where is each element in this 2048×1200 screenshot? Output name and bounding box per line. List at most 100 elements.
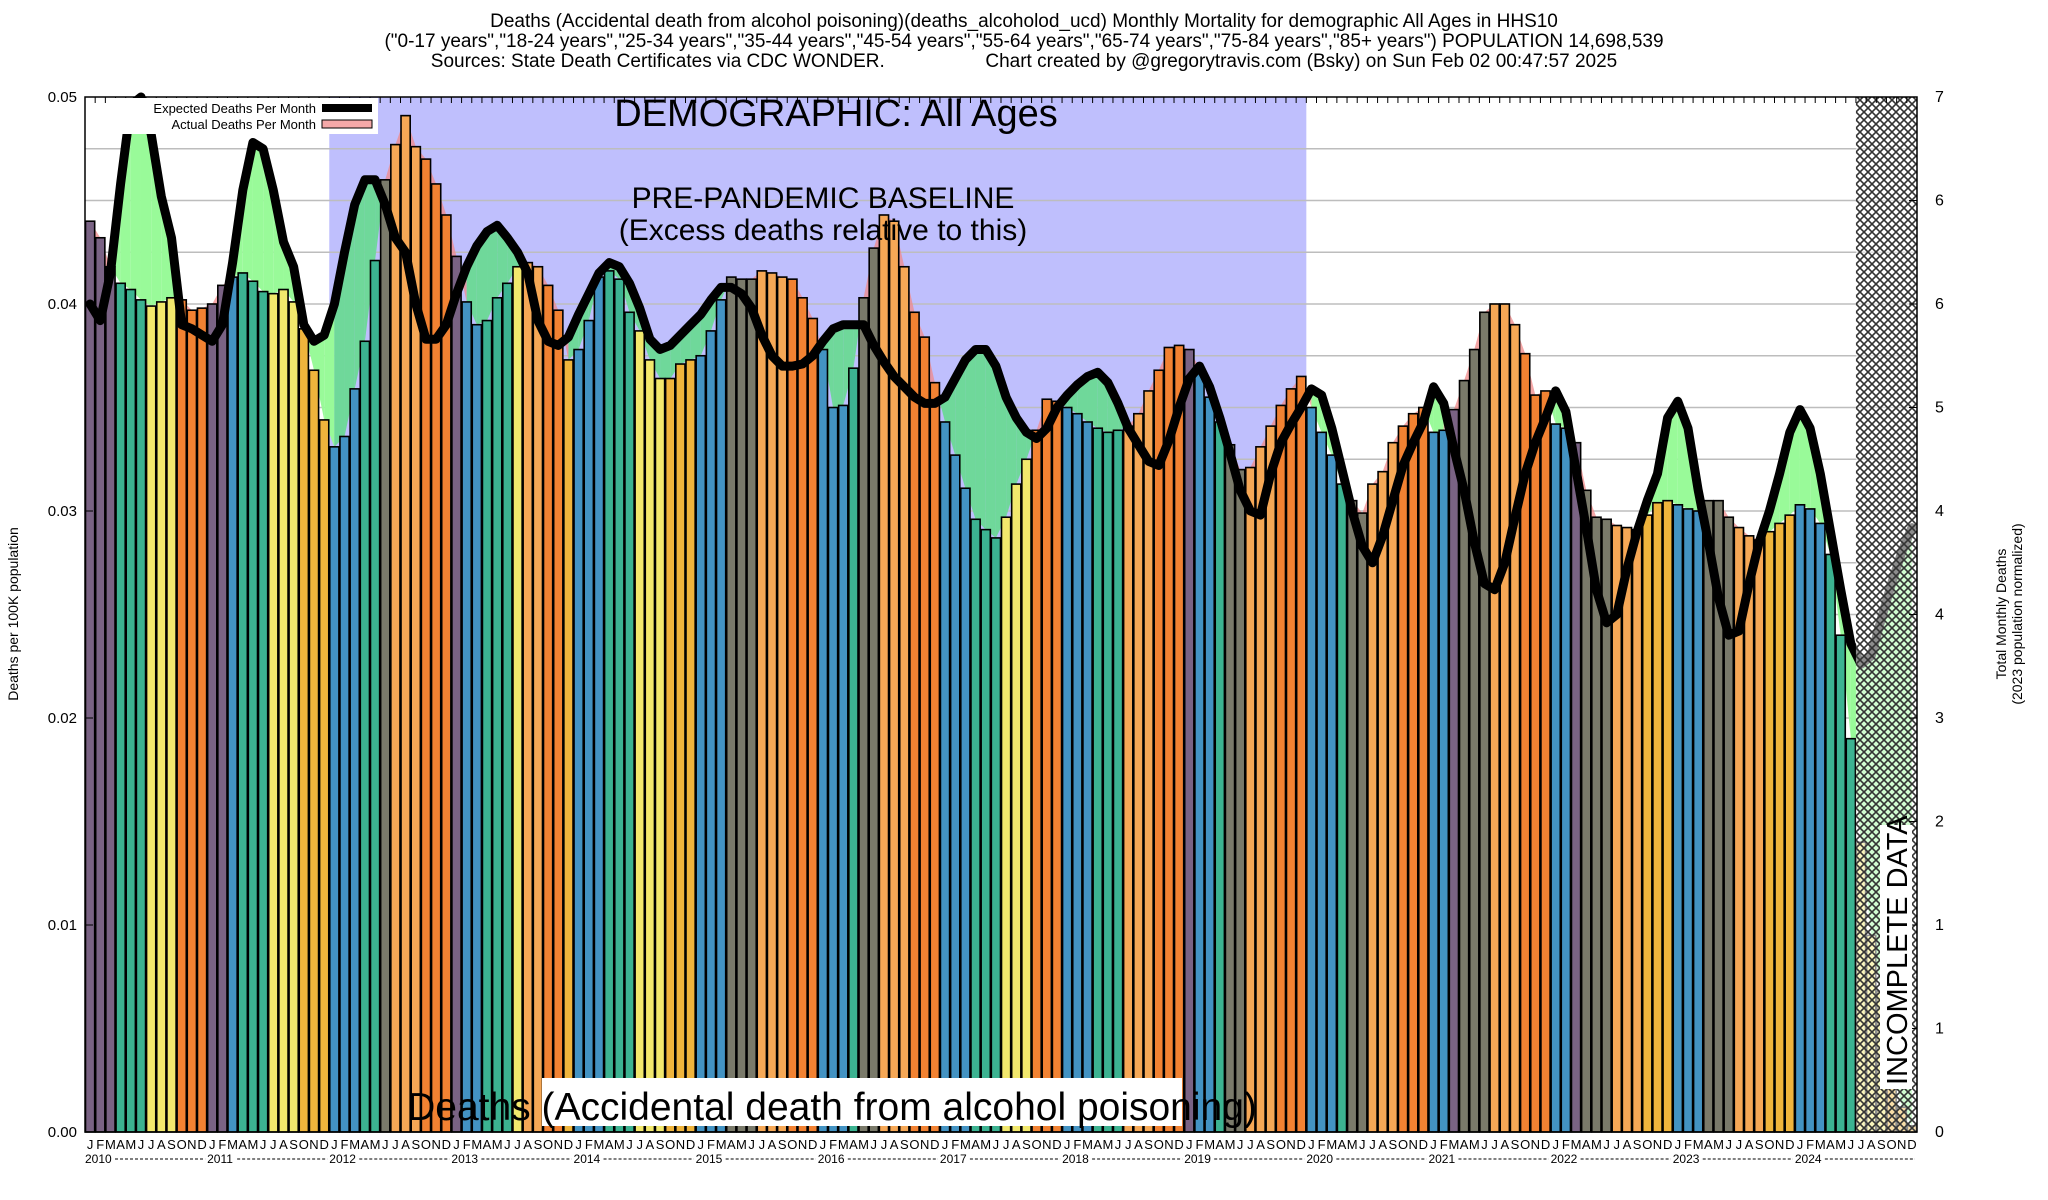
y-tick-label: 0.00 — [48, 1124, 77, 1141]
x-month-label: J — [759, 1137, 766, 1152]
y2-tick-label: 1 — [1935, 917, 1944, 934]
bar — [217, 284, 228, 1133]
bar — [583, 319, 595, 1133]
bar — [552, 309, 564, 1133]
x-month-label: D — [319, 1137, 328, 1152]
bar — [308, 369, 320, 1133]
bar — [868, 247, 880, 1133]
x-month-label: F — [463, 1137, 471, 1152]
x-month-label: N — [1531, 1137, 1540, 1152]
x-year-label: 2022 — [1551, 1152, 1578, 1166]
bar — [1316, 431, 1327, 1133]
deficit-fill — [975, 349, 986, 530]
x-month-label: M — [248, 1137, 259, 1152]
deficit-fill — [995, 366, 1007, 538]
x-month-label: A — [1826, 1137, 1835, 1152]
bar — [451, 255, 462, 1133]
y-tick-label: 0.02 — [48, 710, 77, 727]
sources-text: Sources: State Death Certificates via CD… — [430, 51, 885, 72]
bar — [206, 303, 218, 1133]
bar — [1336, 483, 1348, 1133]
bar — [1540, 390, 1551, 1133]
x-month-label: O — [1398, 1137, 1408, 1152]
deficit-fill — [497, 225, 508, 298]
bar — [1265, 425, 1277, 1133]
bar — [634, 330, 646, 1133]
legend-label-expected: Expected Deaths Per Month — [153, 101, 316, 116]
x-month-label: N — [676, 1137, 685, 1152]
deficit-fill — [1087, 372, 1098, 429]
x-month-label: J — [1797, 1137, 1804, 1152]
x-month-label: S — [1877, 1137, 1886, 1152]
bar — [135, 299, 147, 1133]
x-month-label: S — [534, 1137, 543, 1152]
bar — [624, 311, 635, 1133]
bar — [848, 367, 859, 1133]
x-month-label: J — [1186, 1137, 1193, 1152]
x-month-label: J — [270, 1137, 277, 1152]
x-month-label: F — [1073, 1137, 1081, 1152]
x-month-label: D — [564, 1137, 573, 1152]
bar — [247, 280, 259, 1133]
x-year-label: 2020 — [1306, 1152, 1333, 1166]
chart-title: Deaths (Accidental death from alcohol po… — [490, 11, 1558, 32]
x-month-label: O — [1032, 1137, 1042, 1152]
x-month-label: S — [778, 1137, 787, 1152]
bar — [1509, 323, 1521, 1133]
bar — [1743, 535, 1755, 1133]
bar — [471, 323, 483, 1133]
bar — [522, 261, 534, 1133]
x-month-label: J — [138, 1137, 145, 1152]
x-month-label: M — [1326, 1137, 1337, 1152]
bar — [1682, 508, 1694, 1133]
bar — [1397, 425, 1409, 1133]
y-tick-label: 0.01 — [48, 917, 77, 934]
bar — [603, 270, 615, 1133]
bottom-label-box — [542, 1078, 1182, 1126]
bar — [1692, 510, 1704, 1133]
bar — [1489, 303, 1501, 1133]
x-month-label: O — [1886, 1137, 1896, 1152]
bar — [349, 388, 361, 1133]
bar — [1804, 508, 1816, 1133]
x-month-label: F — [341, 1137, 349, 1152]
bar — [1764, 530, 1775, 1133]
x-month-label: J — [636, 1137, 643, 1152]
bar — [786, 278, 798, 1133]
x-month-label: S — [167, 1137, 176, 1152]
x-month-label: F — [1318, 1137, 1326, 1152]
x-month-label: J — [331, 1137, 338, 1152]
bar — [1122, 425, 1134, 1133]
x-month-label: M — [471, 1137, 482, 1152]
x-month-label: O — [543, 1137, 553, 1152]
bar — [257, 290, 269, 1133]
bar — [1499, 303, 1511, 1133]
bar — [1153, 369, 1165, 1133]
bar — [288, 301, 300, 1133]
bar — [1000, 516, 1012, 1133]
bar — [1234, 468, 1246, 1133]
bar — [267, 292, 279, 1133]
x-month-label: O — [1276, 1137, 1286, 1152]
x-month-label: O — [299, 1137, 309, 1152]
x-month-label: A — [1256, 1137, 1265, 1152]
bar — [440, 214, 452, 1133]
x-month-label: N — [1653, 1137, 1662, 1152]
chart-sources-line: Sources: State Death Certificates via CD… — [0, 52, 2048, 72]
bar — [491, 296, 503, 1133]
x-month-label: A — [1012, 1137, 1021, 1152]
bar — [1438, 429, 1450, 1133]
y2-tick-label: 3 — [1935, 710, 1944, 727]
x-month-label: J — [1736, 1137, 1743, 1152]
x-month-label: O — [177, 1137, 187, 1152]
x-month-label: O — [787, 1137, 797, 1152]
x-month-label: D — [930, 1137, 939, 1152]
bar — [573, 348, 585, 1133]
bar — [1652, 501, 1663, 1133]
bar — [1631, 528, 1643, 1133]
x-month-label: J — [504, 1137, 511, 1152]
bar — [1356, 512, 1368, 1133]
x-month-label: J — [453, 1137, 460, 1152]
x-month-label: J — [942, 1137, 949, 1152]
legend-swatch-expected — [322, 104, 372, 112]
